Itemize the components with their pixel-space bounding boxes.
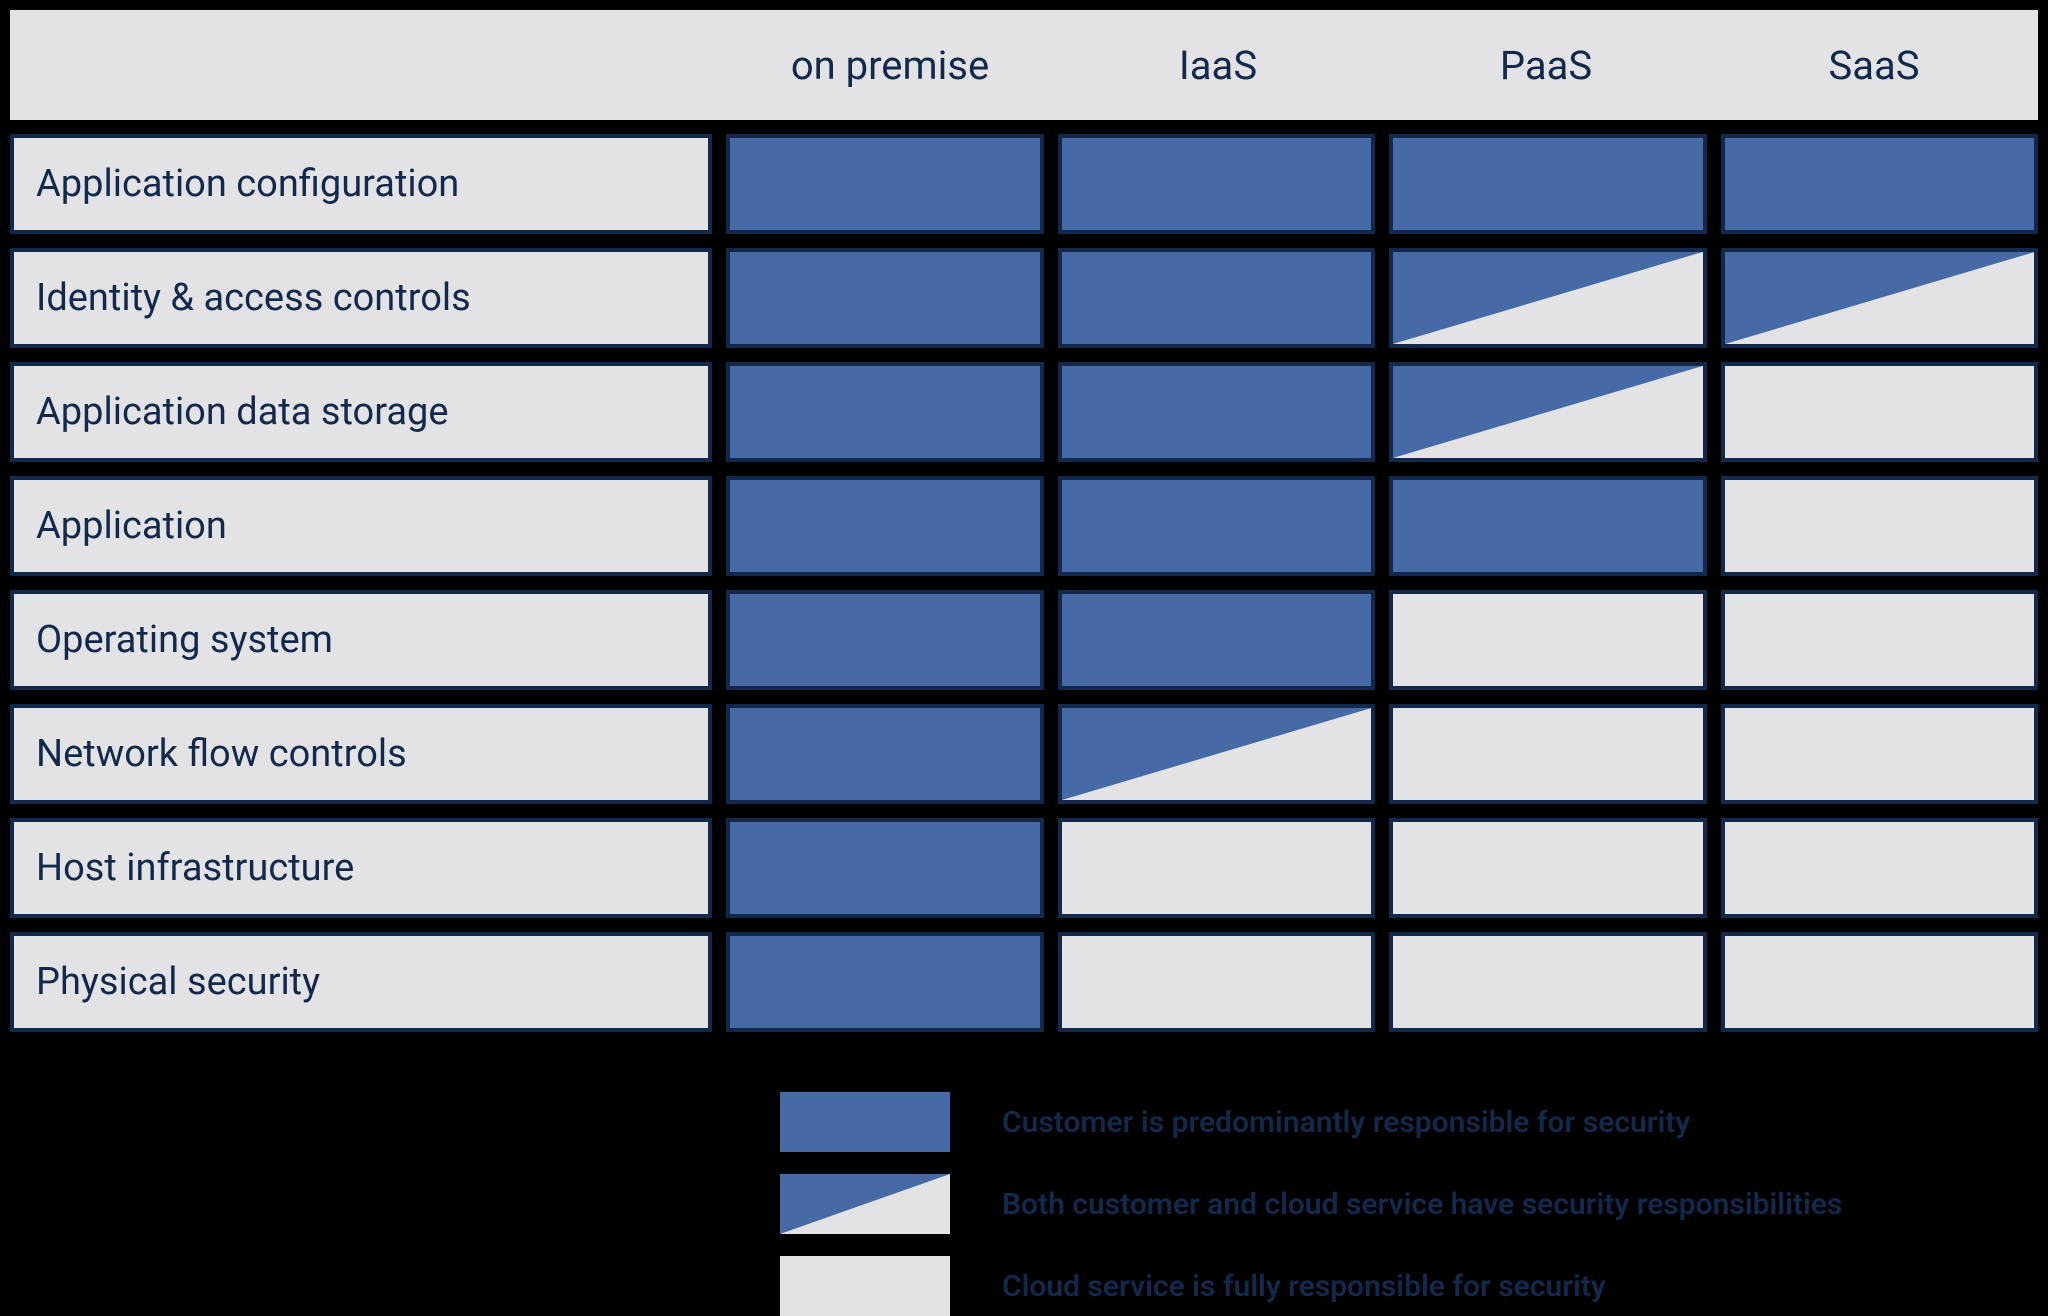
column-header: IaaS bbox=[1054, 42, 1382, 89]
legend-row: Customer is predominantly responsible fo… bbox=[780, 1092, 2038, 1152]
legend-text: Both customer and cloud service have sec… bbox=[1002, 1187, 1842, 1222]
row-label: Host infrastructure bbox=[10, 818, 712, 918]
row-label: Application data storage bbox=[10, 362, 712, 462]
matrix-cell bbox=[1389, 818, 1707, 918]
matrix-cell bbox=[1389, 248, 1707, 348]
matrix-row: Identity & access controls bbox=[10, 248, 2038, 348]
matrix-cell bbox=[726, 248, 1044, 348]
matrix-cell bbox=[726, 818, 1044, 918]
matrix-cell bbox=[1389, 590, 1707, 690]
matrix-cell bbox=[1058, 932, 1376, 1032]
matrix-cell bbox=[1721, 704, 2039, 804]
row-label: Application configuration bbox=[10, 134, 712, 234]
matrix-cell bbox=[1058, 476, 1376, 576]
matrix-cell bbox=[1721, 932, 2039, 1032]
matrix-cell bbox=[726, 704, 1044, 804]
matrix-cell bbox=[1721, 590, 2039, 690]
matrix-cell bbox=[1058, 362, 1376, 462]
row-label: Application bbox=[10, 476, 712, 576]
legend-swatch bbox=[780, 1256, 950, 1316]
matrix-cell bbox=[1389, 704, 1707, 804]
row-label: Identity & access controls bbox=[10, 248, 712, 348]
matrix-cell bbox=[726, 932, 1044, 1032]
matrix-cell bbox=[1389, 476, 1707, 576]
legend-text: Customer is predominantly responsible fo… bbox=[1002, 1105, 1690, 1140]
matrix-cell bbox=[1058, 134, 1376, 234]
matrix-cell bbox=[1389, 362, 1707, 462]
matrix-cell bbox=[1058, 248, 1376, 348]
legend-swatch bbox=[780, 1174, 950, 1234]
matrix-cell bbox=[1058, 590, 1376, 690]
matrix-cell bbox=[1721, 362, 2039, 462]
matrix-cell bbox=[1721, 476, 2039, 576]
matrix-cell bbox=[1058, 818, 1376, 918]
column-header: SaaS bbox=[1710, 42, 2038, 89]
matrix-cell bbox=[726, 590, 1044, 690]
legend-row: Both customer and cloud service have sec… bbox=[780, 1174, 2038, 1234]
matrix-cell bbox=[1721, 818, 2039, 918]
column-headers-row: on premise IaaS PaaS SaaS bbox=[10, 10, 2038, 120]
matrix-cell bbox=[1389, 932, 1707, 1032]
matrix-row: Operating system bbox=[10, 590, 2038, 690]
row-label: Network flow controls bbox=[10, 704, 712, 804]
matrix-row: Physical security bbox=[10, 932, 2038, 1032]
responsibility-matrix: on premise IaaS PaaS SaaS Application co… bbox=[10, 10, 2038, 1032]
legend-swatch bbox=[780, 1092, 950, 1152]
matrix-row: Host infrastructure bbox=[10, 818, 2038, 918]
matrix-cell bbox=[726, 134, 1044, 234]
matrix-cell bbox=[1058, 704, 1376, 804]
matrix-row: Application bbox=[10, 476, 2038, 576]
matrix-cell bbox=[1389, 134, 1707, 234]
row-label: Physical security bbox=[10, 932, 712, 1032]
legend-row: Cloud service is fully responsible for s… bbox=[780, 1256, 2038, 1316]
matrix-cell bbox=[726, 476, 1044, 576]
matrix-row: Application data storage bbox=[10, 362, 2038, 462]
column-header: on premise bbox=[726, 42, 1054, 89]
legend: Customer is predominantly responsible fo… bbox=[780, 1092, 2038, 1316]
legend-text: Cloud service is fully responsible for s… bbox=[1002, 1269, 1606, 1304]
matrix-cell bbox=[726, 362, 1044, 462]
column-header: PaaS bbox=[1382, 42, 1710, 89]
matrix-cell bbox=[1721, 248, 2039, 348]
matrix-row: Network flow controls bbox=[10, 704, 2038, 804]
row-label: Operating system bbox=[10, 590, 712, 690]
matrix-cell bbox=[1721, 134, 2039, 234]
matrix-row: Application configuration bbox=[10, 134, 2038, 234]
